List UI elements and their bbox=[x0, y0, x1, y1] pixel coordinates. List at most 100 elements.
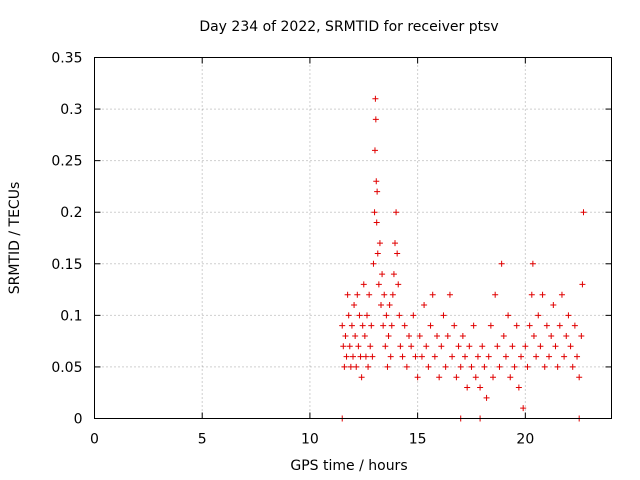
data-point bbox=[410, 312, 417, 319]
data-point bbox=[353, 363, 360, 370]
data-point bbox=[383, 312, 390, 319]
data-point bbox=[556, 322, 563, 329]
data-point bbox=[571, 322, 578, 329]
data-point bbox=[470, 322, 477, 329]
data-point bbox=[569, 363, 576, 370]
x-axis-title: GPS time / hours bbox=[290, 458, 407, 474]
data-point bbox=[362, 353, 369, 360]
data-point bbox=[524, 363, 531, 370]
data-point bbox=[392, 240, 399, 247]
data-point bbox=[360, 281, 367, 288]
data-point bbox=[427, 322, 434, 329]
data-point bbox=[381, 291, 388, 298]
data-point bbox=[526, 322, 533, 329]
y-tick-label: 0.1 bbox=[60, 308, 82, 324]
data-point bbox=[388, 322, 395, 329]
data-point bbox=[533, 353, 540, 360]
data-point bbox=[472, 374, 479, 381]
data-point bbox=[342, 332, 349, 339]
data-point bbox=[513, 322, 520, 329]
data-point bbox=[561, 353, 568, 360]
data-point bbox=[563, 332, 570, 339]
data-point bbox=[351, 302, 358, 309]
x-tick-label: 10 bbox=[301, 432, 319, 448]
data-point bbox=[548, 332, 555, 339]
data-point bbox=[462, 353, 469, 360]
data-point bbox=[359, 322, 366, 329]
data-point bbox=[382, 343, 389, 350]
data-point bbox=[373, 178, 380, 185]
data-point bbox=[408, 343, 415, 350]
data-point bbox=[372, 95, 379, 102]
data-point bbox=[552, 343, 559, 350]
data-point bbox=[343, 353, 350, 360]
data-point bbox=[554, 363, 561, 370]
data-point bbox=[367, 343, 374, 350]
data-point bbox=[397, 343, 404, 350]
data-point bbox=[387, 353, 394, 360]
data-point bbox=[436, 374, 443, 381]
data-point bbox=[361, 332, 368, 339]
y-tick-label: 0.15 bbox=[51, 257, 82, 273]
data-point bbox=[567, 343, 574, 350]
data-point bbox=[344, 291, 351, 298]
data-point bbox=[389, 291, 396, 298]
data-point bbox=[371, 147, 378, 154]
data-point bbox=[347, 363, 354, 370]
data-point bbox=[355, 343, 362, 350]
data-point bbox=[558, 291, 565, 298]
y-tick-label: 0.2 bbox=[60, 205, 82, 221]
data-point bbox=[350, 353, 356, 360]
data-point bbox=[395, 281, 402, 288]
plot-frame bbox=[94, 57, 612, 419]
data-point bbox=[446, 291, 453, 298]
data-point bbox=[346, 343, 353, 350]
data-point bbox=[416, 332, 423, 339]
data-point bbox=[375, 281, 382, 288]
chart-title: Day 234 of 2022, SRMTID for receiver pts… bbox=[199, 19, 498, 35]
y-axis-title: SRMTID / TECUs bbox=[7, 182, 23, 295]
data-point bbox=[474, 353, 481, 360]
data-point bbox=[490, 374, 497, 381]
data-point bbox=[530, 332, 537, 339]
data-point bbox=[396, 312, 403, 319]
data-point bbox=[520, 405, 527, 412]
data-point bbox=[507, 374, 514, 381]
data-point bbox=[401, 322, 408, 329]
data-point bbox=[386, 302, 393, 309]
data-point bbox=[543, 322, 550, 329]
data-point bbox=[379, 271, 386, 278]
x-tick-label: 0 bbox=[90, 432, 99, 448]
data-point bbox=[565, 312, 572, 319]
data-point bbox=[502, 353, 509, 360]
data-point bbox=[498, 260, 505, 267]
data-point bbox=[578, 332, 585, 339]
data-point bbox=[492, 291, 499, 298]
data-point bbox=[423, 343, 430, 350]
data-point bbox=[370, 260, 377, 267]
data-point bbox=[412, 353, 419, 360]
data-point bbox=[364, 312, 371, 319]
data-point bbox=[483, 394, 490, 401]
data-point bbox=[455, 343, 462, 350]
y-tick-label: 0.3 bbox=[60, 102, 82, 118]
data-point bbox=[522, 343, 529, 350]
data-point bbox=[369, 353, 376, 360]
data-point bbox=[466, 343, 473, 350]
data-point bbox=[505, 312, 512, 319]
data-point bbox=[403, 363, 410, 370]
data-point bbox=[550, 302, 557, 309]
data-point bbox=[348, 322, 355, 329]
data-point bbox=[368, 322, 375, 329]
data-point bbox=[546, 353, 553, 360]
data-point bbox=[393, 209, 400, 216]
x-tick-label: 20 bbox=[516, 432, 534, 448]
data-point bbox=[399, 353, 406, 360]
data-point bbox=[468, 363, 475, 370]
x-axis-ticks: 0 5 10 15 20 bbox=[90, 57, 534, 448]
data-point bbox=[374, 188, 381, 195]
data-point bbox=[576, 374, 583, 381]
data-points bbox=[339, 95, 587, 422]
data-point bbox=[477, 384, 484, 391]
